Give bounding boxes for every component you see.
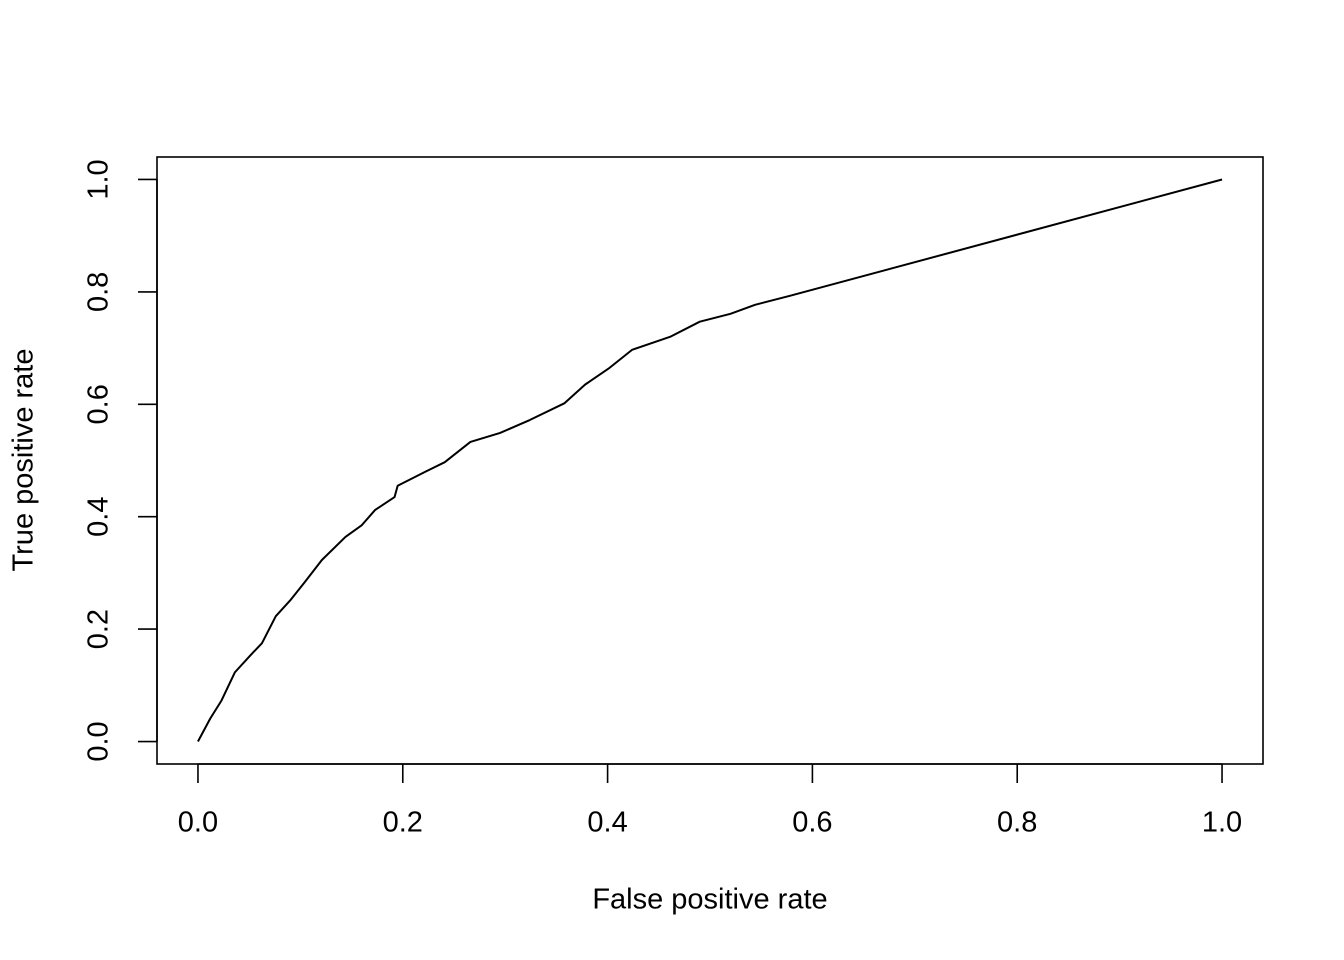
plot-frame <box>156 156 1264 765</box>
x-tick-label: 0.2 <box>383 807 423 839</box>
x-tick-label: 0.4 <box>587 807 627 839</box>
x-tick-label: 0.0 <box>178 807 218 839</box>
roc-curve <box>197 178 1223 742</box>
y-tick-label: 1.0 <box>83 159 115 199</box>
y-axis-label: True positive rate <box>8 349 40 572</box>
y-tick-label: 0.8 <box>83 272 115 312</box>
y-tick-label: 0.2 <box>83 609 115 649</box>
x-tick-label: 1.0 <box>1202 807 1242 839</box>
x-axis-label: False positive rate <box>592 884 827 916</box>
y-tick-label: 0.4 <box>83 497 115 537</box>
x-tick-label: 0.6 <box>792 807 832 839</box>
y-tick-label: 0.6 <box>83 384 115 424</box>
x-tick-label: 0.8 <box>997 807 1037 839</box>
y-tick-label: 0.0 <box>83 721 115 761</box>
